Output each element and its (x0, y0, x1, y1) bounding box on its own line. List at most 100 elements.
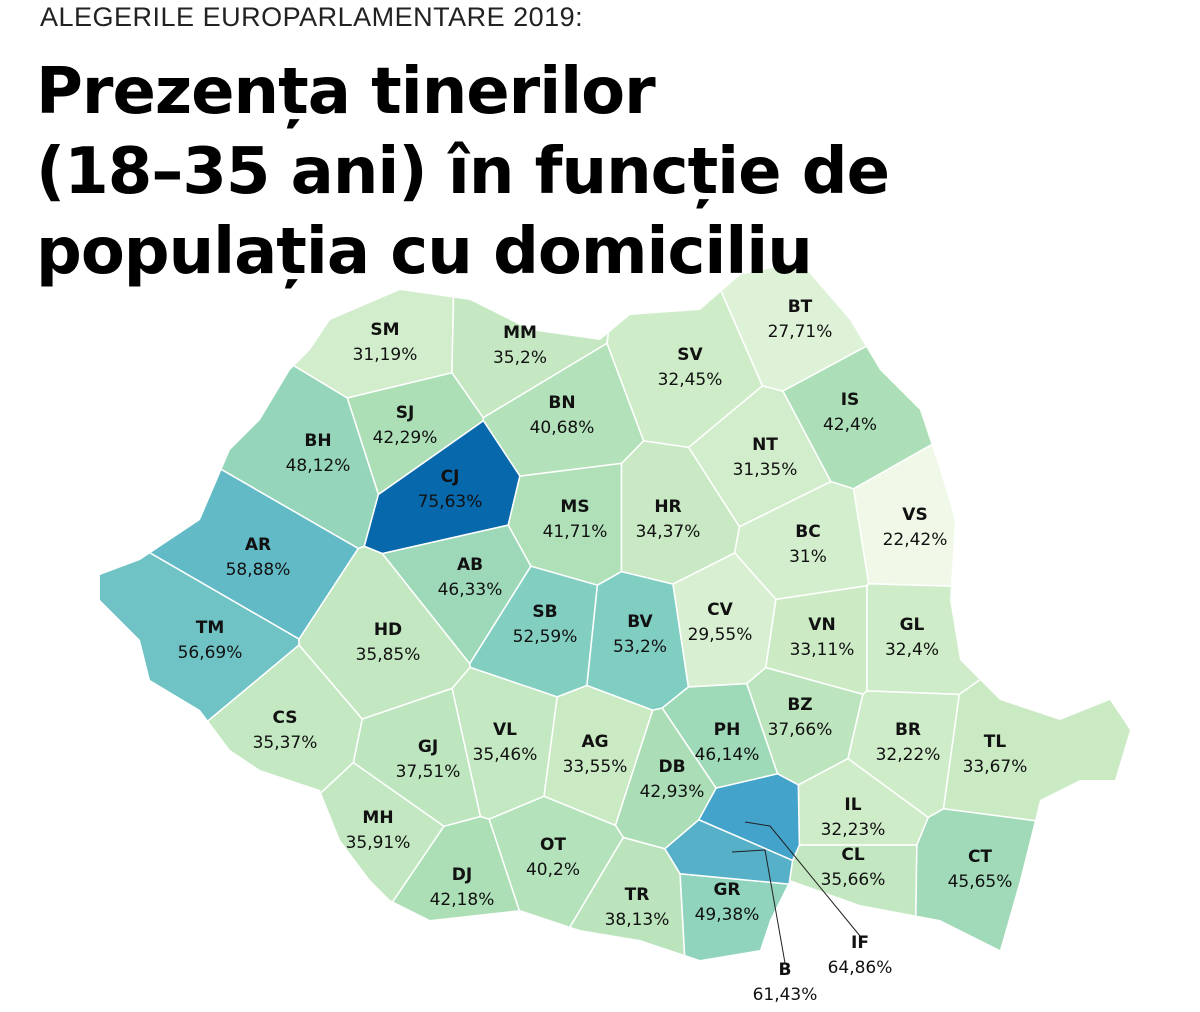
county-code: BT (788, 297, 813, 317)
county-code: HD (374, 620, 402, 640)
county-value: 35,37% (253, 733, 318, 753)
county-value: 49,38% (695, 905, 760, 925)
county-code: TM (196, 618, 225, 638)
county-code: SM (370, 320, 399, 340)
county-code: BC (795, 522, 820, 542)
county-value: 35,85% (356, 645, 421, 665)
county-code: SV (677, 345, 703, 365)
county-value: 40,68% (530, 418, 595, 438)
county-code: HR (654, 497, 681, 517)
county-value: 37,51% (396, 762, 461, 782)
regions (100, 262, 1130, 960)
county-code: DB (658, 757, 685, 777)
kicker: ALEGERILE EUROPARLAMENTARE 2019: (40, 2, 584, 32)
county-code: GR (713, 880, 740, 900)
county-value: 75,63% (418, 492, 483, 512)
county-value: 29,55% (688, 625, 753, 645)
county-code: CL (841, 845, 864, 865)
county-code: BV (627, 612, 653, 632)
county-code: OT (540, 835, 566, 855)
county-value: 53,2% (613, 637, 667, 657)
county-code: BH (304, 431, 331, 451)
county-code: CV (707, 600, 733, 620)
county-region (913, 808, 1130, 960)
county-value: 42,4% (823, 415, 877, 435)
county-value: 35,2% (493, 348, 547, 368)
county-value: 38,13% (605, 910, 670, 930)
county-value: 34,37% (636, 522, 701, 542)
county-value: 32,4% (885, 640, 939, 660)
county-region (100, 644, 364, 960)
county-code: BN (548, 393, 575, 413)
county-code: VS (902, 505, 927, 525)
county-code: GJ (418, 737, 438, 757)
leader-line (731, 849, 786, 964)
county-value: 22,42% (883, 530, 948, 550)
leader-line (744, 821, 861, 937)
county-value: 37,66% (768, 720, 833, 740)
title-line: (18–35 ani) în funcție de (36, 135, 890, 209)
county-code: SJ (396, 403, 415, 423)
county-value: 33,11% (790, 640, 855, 660)
county-value: 31,19% (353, 345, 418, 365)
county-code: CJ (441, 467, 460, 487)
county-value: 41,71% (543, 522, 608, 542)
county-code: VN (808, 615, 835, 635)
county-code: CT (968, 847, 992, 867)
county-region (100, 761, 445, 960)
county-code: AB (457, 555, 483, 575)
county-value: 31,35% (733, 460, 798, 480)
county-code: IL (844, 795, 861, 815)
title-line: Prezența tinerilor (36, 55, 656, 129)
county-value: 58,88% (226, 560, 291, 580)
county-value: 32,22% (876, 745, 941, 765)
county-code: MH (362, 808, 393, 828)
county-code: AR (245, 535, 271, 555)
county-value: 48,12% (286, 456, 351, 476)
county-code: CS (272, 708, 297, 728)
county-region (942, 556, 1130, 844)
county-value: 35,91% (346, 833, 411, 853)
county-code: DJ (452, 865, 472, 885)
county-value: 42,29% (373, 428, 438, 448)
county-code: B (779, 960, 792, 980)
county-code: AG (581, 732, 608, 752)
county-code: VL (493, 720, 517, 740)
county-code: IS (841, 390, 860, 410)
county-value: 42,93% (640, 782, 705, 802)
county-code: PH (714, 720, 741, 740)
title: Prezența tinerilor (18–35 ani) în funcți… (36, 52, 890, 292)
county-code: IF (851, 933, 869, 953)
county-code: SB (532, 602, 557, 622)
county-value: 56,69% (178, 643, 243, 663)
county-value: 31% (789, 547, 827, 567)
county-value: 42,18% (430, 890, 495, 910)
county-value: 35,66% (821, 870, 886, 890)
county-code: TL (984, 732, 1007, 752)
county-value: 46,14% (695, 745, 760, 765)
county-value: 33,55% (563, 757, 628, 777)
county-value: 40,2% (526, 860, 580, 880)
county-value: 46,33% (438, 580, 503, 600)
county-value: 32,45% (658, 370, 723, 390)
county-region (316, 815, 542, 960)
county-code: BR (895, 720, 921, 740)
county-code: MS (560, 497, 589, 517)
county-value: 32,23% (821, 820, 886, 840)
county-region (100, 262, 380, 550)
county-value: 45,65% (948, 872, 1013, 892)
county-value: 61,43% (753, 985, 818, 1005)
county-value: 64,86% (828, 958, 893, 978)
county-code: TR (625, 885, 650, 905)
county-value: 33,67% (963, 757, 1028, 777)
labels: SM 31,19% MM 35,2% BT 27,71% SV 32,45% IS 42,4% SJ… (178, 297, 1028, 1005)
county-value: 27,71% (768, 322, 833, 342)
title-line: populația cu domiciliu (36, 215, 813, 289)
county-code: BZ (787, 695, 812, 715)
county-code: MM (503, 323, 537, 343)
county-code: NT (752, 435, 778, 455)
county-code: GL (900, 615, 925, 635)
county-value: 35,46% (473, 745, 538, 765)
